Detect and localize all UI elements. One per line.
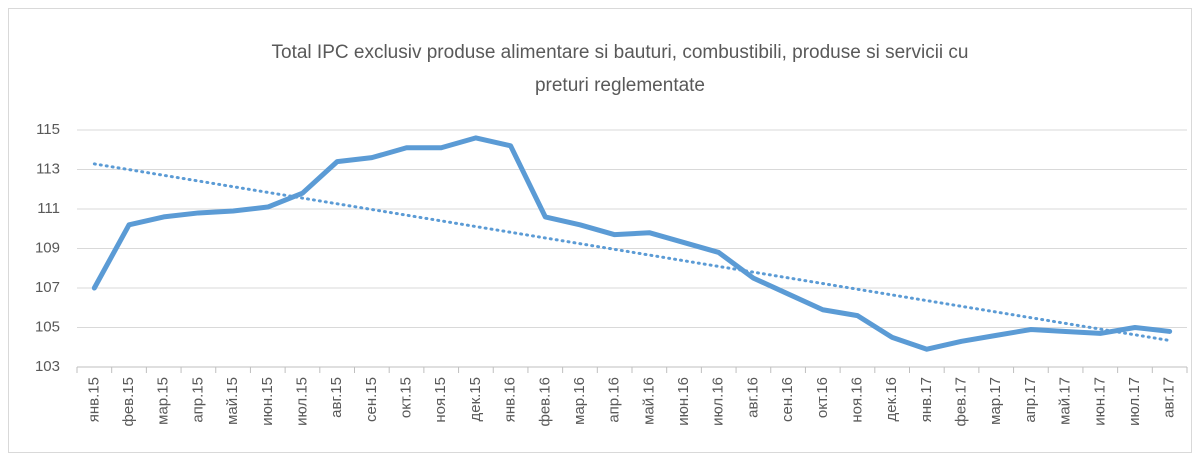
x-tick-label: мар.16 — [571, 377, 588, 425]
x-tick-label: дек.16 — [883, 377, 900, 422]
y-tick-label: 107 — [35, 279, 60, 296]
x-tick-label: сен.15 — [363, 377, 380, 422]
x-tick-label: фев.17 — [953, 377, 970, 427]
x-tick-label: май.17 — [1057, 377, 1074, 425]
x-tick-label: янв.16 — [502, 377, 519, 422]
x-tick-label: окт.15 — [398, 377, 415, 418]
x-tick-label: авг.16 — [744, 377, 761, 418]
x-tick-label: июн.16 — [675, 377, 692, 426]
x-tick-label: авг.15 — [328, 377, 345, 418]
x-tick-label: ноя.16 — [848, 377, 865, 423]
x-tick-label: сен.16 — [779, 377, 796, 422]
x-tick-label: июн.17 — [1091, 377, 1108, 426]
x-tick-label: фев.16 — [536, 377, 553, 427]
x-tick-label: июл.16 — [710, 377, 727, 426]
x-tick-label: апр.15 — [189, 377, 206, 423]
y-tick-label: 105 — [35, 318, 60, 335]
x-tick-label: окт.16 — [814, 377, 831, 418]
x-tick-label: мар.17 — [987, 377, 1004, 425]
x-tick-label: янв.15 — [85, 377, 102, 422]
x-tick-label: ноя.15 — [432, 377, 449, 423]
y-tick-label: 115 — [36, 121, 60, 138]
chart-title: Total IPC exclusiv produse alimentare si… — [272, 42, 969, 63]
x-tick-label: дек.15 — [467, 377, 484, 422]
x-tick-label: июн.15 — [259, 377, 276, 426]
y-tick-label: 103 — [35, 358, 60, 375]
x-tick-label: мар.15 — [155, 377, 172, 425]
chart-title: preturi reglementate — [535, 75, 705, 96]
y-tick-label: 111 — [37, 200, 60, 217]
x-tick-label: апр.17 — [1022, 377, 1039, 423]
x-tick-label: май.16 — [640, 377, 657, 425]
y-tick-label: 113 — [36, 160, 60, 177]
x-tick-label: июл.17 — [1126, 377, 1143, 426]
x-tick-label: янв.17 — [918, 377, 935, 422]
x-tick-label: апр.16 — [606, 377, 623, 423]
x-tick-label: май.15 — [224, 377, 241, 425]
x-tick-label: авг.17 — [1161, 377, 1178, 418]
x-tick-label: фев.15 — [120, 377, 137, 427]
line-series — [91, 135, 1173, 352]
x-tick-label: июл.15 — [293, 377, 310, 426]
y-tick-label: 109 — [35, 239, 60, 256]
trendline — [92, 162, 1172, 342]
